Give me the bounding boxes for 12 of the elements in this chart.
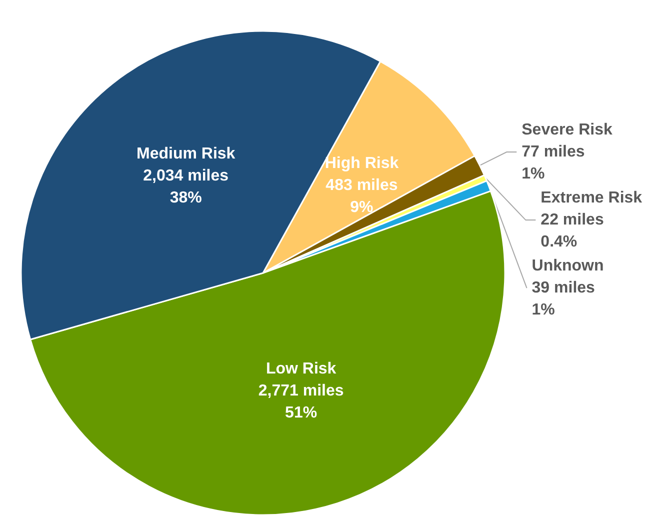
slice-label: Severe Risk: [522, 122, 612, 139]
slice-label: Medium Risk: [136, 145, 236, 162]
slice-label: Low Risk: [266, 360, 336, 378]
slice-label: Unknown: [532, 258, 604, 275]
data-label: 39 miles 1%: [532, 280, 596, 319]
data-label: 2,771 miles 51%: [258, 382, 344, 422]
data-label: 77 miles 1%: [522, 144, 585, 183]
slice-label: Extreme Risk: [540, 190, 642, 207]
slice-label: High Risk: [324, 154, 399, 172]
data-label: 2,034 miles 38%: [143, 167, 229, 206]
data-label: 483 miles 9%: [326, 176, 398, 216]
data-label: 22 miles 0.4%: [540, 212, 604, 251]
